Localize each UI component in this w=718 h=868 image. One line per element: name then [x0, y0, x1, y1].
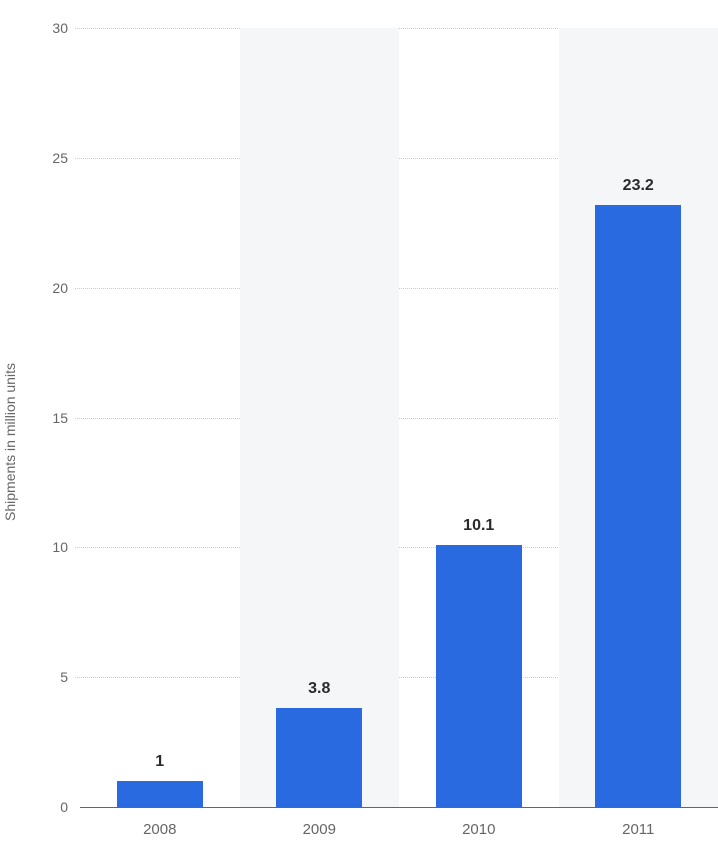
y-tick-label: 0 — [60, 799, 68, 815]
bar: 1 — [117, 781, 203, 807]
x-tick-label: 2011 — [622, 821, 654, 838]
y-tick-label: 5 — [60, 669, 68, 685]
bar-value-label: 23.2 — [623, 177, 654, 195]
bar: 10.1 — [436, 545, 522, 807]
y-tick-label: 15 — [52, 410, 68, 426]
bar-value-label: 3.8 — [308, 680, 330, 698]
y-tick-label: 20 — [52, 280, 68, 296]
bar-value-label: 1 — [155, 753, 164, 771]
bar: 3.8 — [276, 708, 362, 807]
x-tick-label: 2009 — [303, 821, 336, 838]
bar: 23.2 — [595, 205, 681, 807]
x-tick-label: 2010 — [462, 821, 495, 838]
y-tick-label: 25 — [52, 150, 68, 166]
y-axis-label: Shipments in million units — [2, 363, 18, 521]
y-tick-label: 10 — [52, 539, 68, 555]
x-tick-label: 2008 — [143, 821, 176, 838]
plot-area: 051015202530120083.8200910.1201023.22011 — [80, 28, 718, 808]
bar-chart: Shipments in million units 0 5 10 15 20 25 30 1… — [0, 0, 718, 868]
y-tick-label: 30 — [52, 20, 68, 36]
bar-value-label: 10.1 — [463, 517, 494, 535]
